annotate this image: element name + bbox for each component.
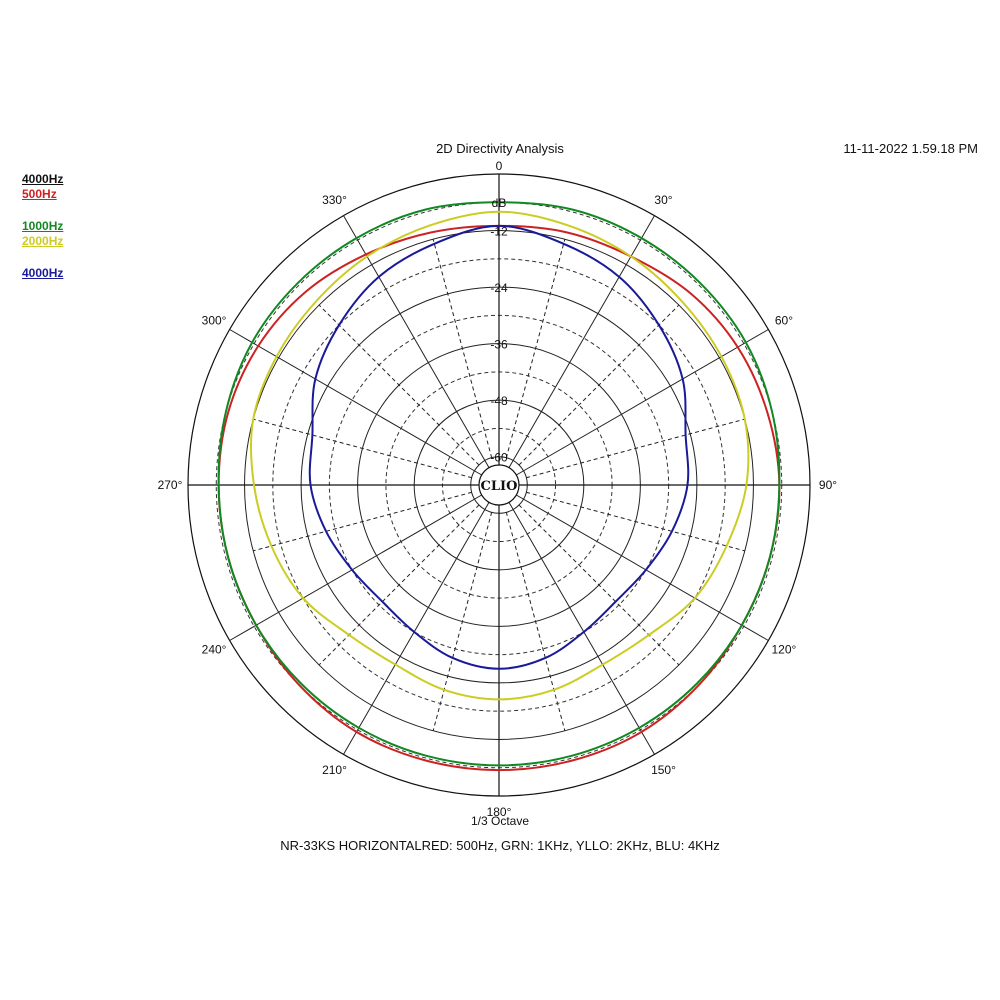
legend-item: 4000Hz [22, 172, 64, 186]
grid-spoke [229, 494, 482, 641]
grid-spoke [343, 215, 490, 468]
legend-item: 4000Hz [22, 266, 64, 280]
grid-spoke [508, 502, 655, 755]
series-line-1000Hz [217, 201, 781, 767]
legend-item: 2000Hz [22, 234, 64, 248]
unit-label: dB [492, 196, 507, 210]
chart-title: 2D Directivity Analysis [436, 141, 564, 156]
grid-spoke [516, 494, 769, 641]
angle-label: 0 [496, 159, 503, 173]
series-line-2000Hz [249, 210, 750, 701]
angle-label: 90° [819, 478, 837, 492]
radial-tick-label: -24 [490, 281, 508, 295]
radial-tick-label: -48 [490, 394, 508, 408]
angle-label: 180° [487, 805, 512, 819]
grid-spoke [343, 502, 490, 755]
radial-tick-label: -12 [490, 225, 508, 239]
angle-label: 120° [772, 643, 797, 657]
octave-label: 1/3 Octave [470, 814, 530, 828]
legend-item: 1000Hz [22, 219, 64, 233]
series-line-4000Hz [308, 224, 690, 670]
angle-label: 150° [651, 763, 676, 777]
angle-label: 300° [202, 314, 227, 328]
radial-tick-label: -36 [490, 338, 508, 352]
timestamp: 11-11-2022 1.59.18 PM [843, 141, 978, 156]
angle-label: 330° [322, 193, 347, 207]
grid-spoke [229, 329, 482, 476]
legend-item: 500Hz [22, 187, 57, 201]
angle-label: 270° [158, 478, 183, 492]
grid-spoke [508, 215, 655, 468]
grid-spoke [516, 329, 769, 476]
series-line-500Hz [217, 224, 781, 772]
angle-label: 240° [202, 643, 227, 657]
angle-label: 210° [322, 763, 347, 777]
radial-tick-label: -60 [490, 451, 508, 465]
chart-caption: NR-33KS HORIZONTALRED: 500Hz, GRN: 1KHz,… [280, 838, 720, 853]
clio-logo: CLIO [481, 479, 518, 494]
clio-logo-circle [478, 464, 520, 506]
angle-label: 60° [775, 314, 793, 328]
angle-label: 30° [654, 193, 672, 207]
